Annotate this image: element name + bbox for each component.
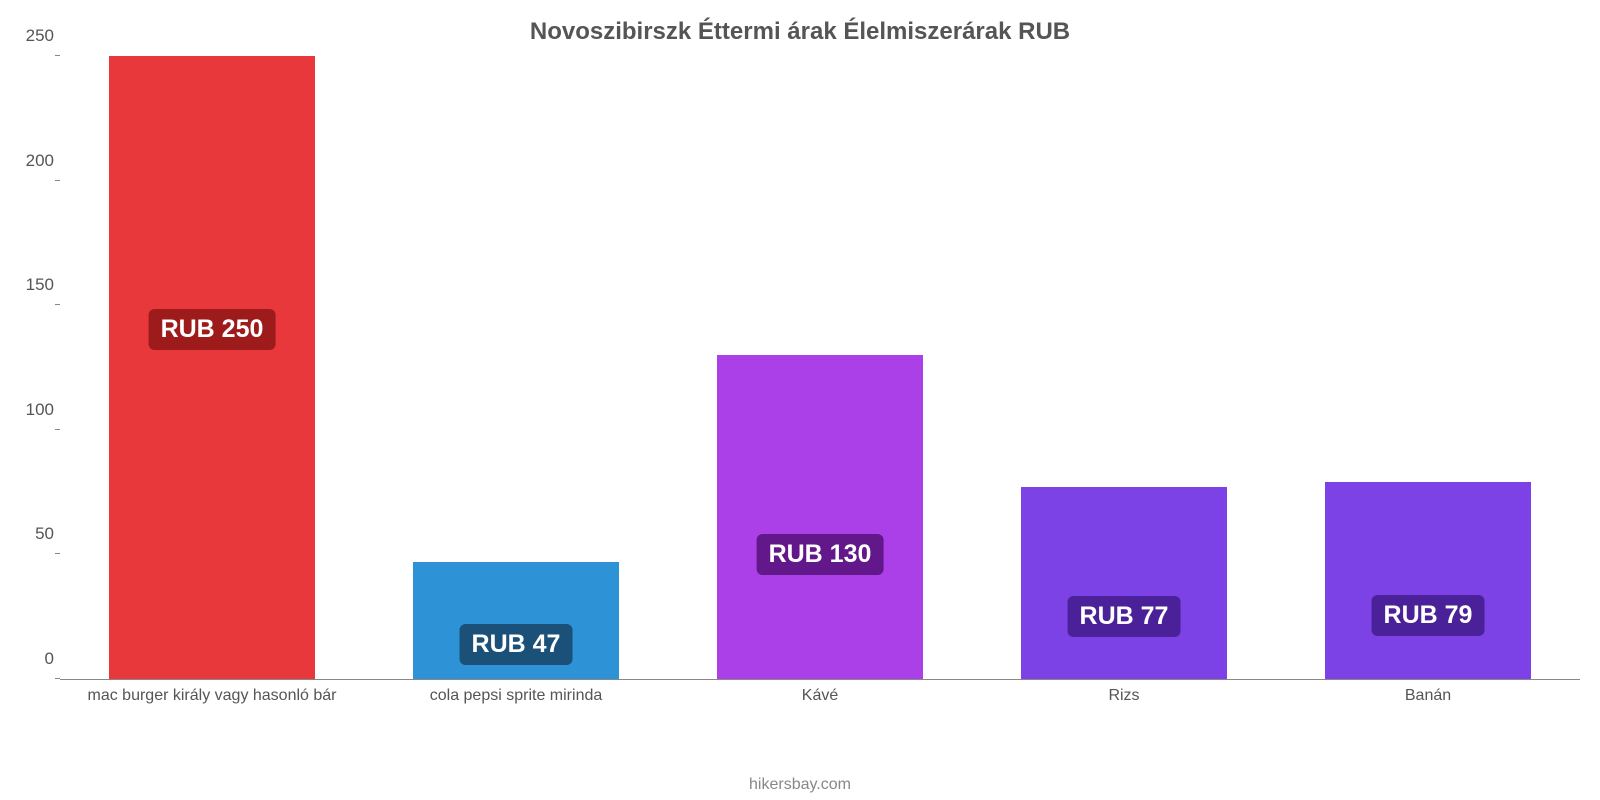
y-tick-label: 250 — [10, 26, 54, 46]
y-tick-mark — [55, 553, 60, 554]
y-tick-mark — [55, 55, 60, 56]
bar-value-label: RUB 130 — [757, 534, 884, 575]
y-tick-label: 200 — [10, 151, 54, 171]
bar: RUB 47 — [413, 562, 620, 679]
x-tick-label: Banán — [1405, 687, 1451, 705]
chart-title: Novoszibirszk Éttermi árak Élelmiszerára… — [0, 0, 1600, 46]
bar-value-label: RUB 79 — [1372, 595, 1485, 636]
y-tick-mark — [55, 429, 60, 430]
bar-value-label: RUB 47 — [460, 624, 573, 665]
bar: RUB 77 — [1021, 487, 1228, 679]
bar-value-label: RUB 250 — [149, 309, 276, 350]
y-tick-label: 50 — [10, 524, 54, 544]
x-tick-label: cola pepsi sprite mirinda — [430, 687, 603, 705]
plot-area: RUB 250RUB 47RUB 130RUB 77RUB 79 0501001… — [60, 56, 1580, 680]
bar: RUB 79 — [1325, 482, 1532, 679]
chart-area: RUB 250RUB 47RUB 130RUB 77RUB 79 0501001… — [60, 52, 1580, 712]
bar: RUB 130 — [717, 355, 924, 679]
y-tick-label: 100 — [10, 400, 54, 420]
y-tick-mark — [55, 304, 60, 305]
bar-value-label: RUB 77 — [1068, 596, 1181, 637]
chart-credit: hikersbay.com — [0, 776, 1600, 794]
x-tick-label: mac burger király vagy hasonló bár — [87, 687, 336, 705]
y-tick-mark — [55, 180, 60, 181]
y-tick-label: 150 — [10, 275, 54, 295]
x-tick-label: Kávé — [802, 687, 838, 705]
bars-container: RUB 250 RUB 47 RUB 130 RUB 77 RUB 79 — [60, 56, 1580, 679]
y-tick-label: 0 — [10, 649, 54, 669]
x-tick-label: Rizs — [1108, 687, 1139, 705]
y-tick-mark — [55, 678, 60, 679]
bar: RUB 250 — [109, 56, 316, 679]
